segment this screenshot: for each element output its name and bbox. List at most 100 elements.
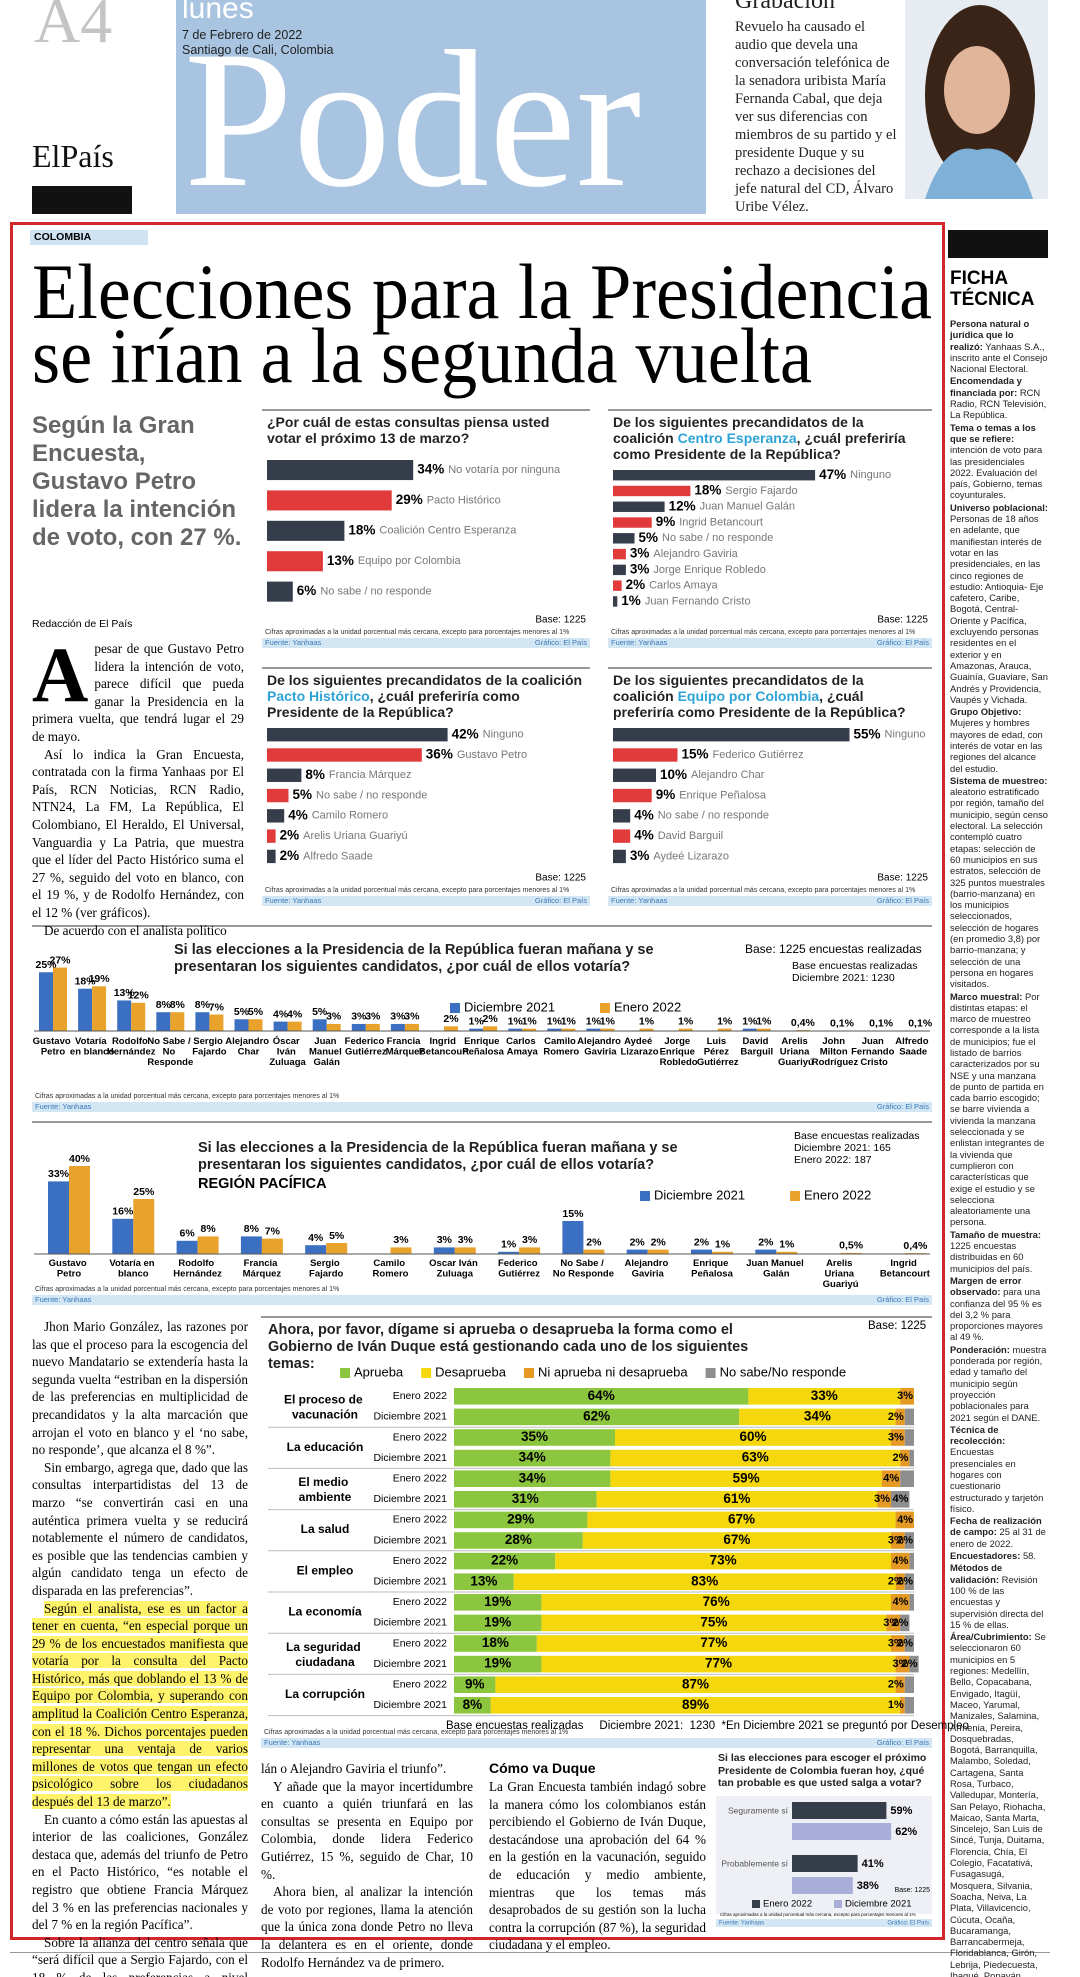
value-label: 29% (507, 1511, 534, 1526)
date: 7 de Febrero de 2022 (182, 28, 303, 42)
credit: Gráfico: El País (877, 638, 929, 647)
bar-segment (891, 1635, 905, 1652)
footnote: Base encuestas realizadas Diciembre 2021… (446, 1720, 969, 1732)
bar-segment (454, 1429, 615, 1446)
text-run: En cuanto a cómo están las apuestas al i… (32, 1811, 248, 1933)
value-label: 60% (739, 1429, 766, 1444)
category-label: Pacto Histórico (427, 494, 501, 506)
dropcap: A (32, 631, 89, 718)
value-label: 2% (892, 1617, 908, 1629)
period-label: Diciembre 2021 (373, 1617, 447, 1629)
bar-segment (610, 1449, 901, 1467)
category-label: Jorge Enrique Robledo (653, 564, 766, 576)
x-tick-label: Ingrid Betancourt (419, 1036, 470, 1058)
bar (469, 1028, 484, 1031)
value-label: 59% (733, 1470, 760, 1485)
ficha-text: 1225 encuestas distribuidas en 60 munici… (950, 1240, 1033, 1274)
value-label: 2% (651, 1236, 667, 1248)
period-label: Diciembre 2021 (373, 1452, 447, 1464)
bar (678, 1028, 693, 1031)
brand-bar (32, 186, 132, 214)
bar-segment (454, 1511, 588, 1529)
x-tick-label: Carlos Amaya (506, 1036, 538, 1058)
category-label: No sabe / no responde (662, 532, 773, 544)
value-label: 2% (280, 848, 300, 863)
x-tick-label: Alfredo Saade (895, 1036, 931, 1058)
value-label: 1% (621, 593, 641, 608)
bar (613, 768, 656, 782)
bar (53, 967, 67, 1031)
chart-note: Cifras aproximadas a la unidad porcentua… (264, 1729, 568, 1736)
bar (483, 1026, 498, 1031)
bar-segment (891, 1594, 910, 1611)
bar-segment (555, 1552, 891, 1570)
credit: Gráfico: El País (877, 1102, 929, 1111)
topic-label: El proceso de vacunación (284, 1393, 366, 1422)
ficha-text: Por distintas etapas: el marco de muestr… (950, 990, 1045, 1228)
bottom-rule (10, 1952, 1050, 1953)
footer-band (608, 638, 932, 648)
subhead: Cómo va Duque (489, 1760, 596, 1776)
ficha-text: Se seleccionaron 60 municipios en 5 regi… (950, 1631, 1046, 1977)
value-label: 63% (742, 1450, 769, 1465)
base-note: Enero 2022: 187 (794, 1154, 872, 1166)
bar-segment (490, 1697, 901, 1714)
value-label: 29% (396, 492, 423, 507)
ficha-text: intención de voto para las presidenciale… (950, 444, 1043, 501)
chart-title: Si las elecciones a la Presidencia de la… (198, 1140, 678, 1173)
value-label: 0,1% (869, 1018, 894, 1030)
bar-segment (541, 1614, 887, 1632)
x-tick-label: Ingrid Betancourt (880, 1258, 931, 1280)
bar-segment (904, 1429, 914, 1446)
bar (112, 1218, 134, 1254)
ficha-text: para una confianza del 95 % es del 3,2 %… (950, 1286, 1043, 1343)
chart-note: Cifras aproximadas a la unidad porcentua… (720, 1912, 916, 1917)
bar (267, 788, 289, 803)
category-label: Carlos Amaya (649, 580, 718, 592)
ficha-text: muestra ponderada por región, edad y tam… (950, 1343, 1047, 1423)
value-label: 64% (588, 1388, 615, 1403)
ficha-item: Persona natural o jurídica que lo realiz… (950, 318, 1048, 374)
bar (792, 1877, 853, 1894)
credit: Gráfico: El País (877, 896, 929, 905)
topic-label: La corrupción (285, 1687, 365, 1701)
value-label: 6% (297, 583, 317, 598)
bar (433, 1247, 455, 1254)
bar (498, 1251, 520, 1254)
bar-segment (904, 1573, 914, 1590)
x-tick-label: Juan Manuel Galán (746, 1258, 806, 1280)
period-label: Enero 2022 (393, 1472, 447, 1484)
bar-segment (454, 1594, 542, 1611)
bar (840, 1252, 862, 1254)
bar (742, 1028, 757, 1031)
period-label: Enero 2022 (393, 1431, 447, 1443)
x-tick-label: Sergio Fajardo (192, 1036, 227, 1058)
value-label: 1% (779, 1239, 795, 1251)
bar (613, 849, 626, 864)
bar-segment (881, 1470, 901, 1487)
bar (326, 1023, 341, 1031)
value-label: 4% (892, 1555, 908, 1567)
category-label: Enrique Peñalosa (679, 789, 767, 801)
kicker-box (30, 230, 148, 245)
category-label: Alfredo Saade (303, 850, 373, 862)
legend-label: Enero 2022 (804, 1187, 871, 1202)
bar-segment (909, 1655, 919, 1673)
x-tick-label: Camilo Romero (543, 1036, 579, 1058)
ficha-label: Encuestadores: (950, 1550, 1021, 1562)
x-tick-label: Francia Márquez (386, 1036, 425, 1058)
coalition: Pacto Histórico (267, 688, 370, 704)
value-label: 67% (728, 1511, 755, 1526)
value-label: 3% (458, 1234, 474, 1246)
bar-segment (454, 1635, 537, 1652)
bar-segment (454, 1676, 496, 1693)
value-label: 7% (265, 1225, 281, 1237)
legend-swatch (523, 1368, 534, 1378)
ficha-item: Marco muestral: Por distintas etapas: el… (950, 991, 1048, 1228)
coalition: Equipo por Colombia (677, 688, 820, 704)
place: Santiago de Cali, Colombia (182, 43, 334, 57)
paragraph: En cuanto a cómo están las apuestas al i… (32, 1811, 248, 1934)
brand: ElPaís (32, 138, 114, 174)
x-tick-label: Óscar Iván Zuluaga (269, 1035, 306, 1068)
ficha-label: Persona natural o jurídica que lo realiz… (950, 318, 1030, 352)
